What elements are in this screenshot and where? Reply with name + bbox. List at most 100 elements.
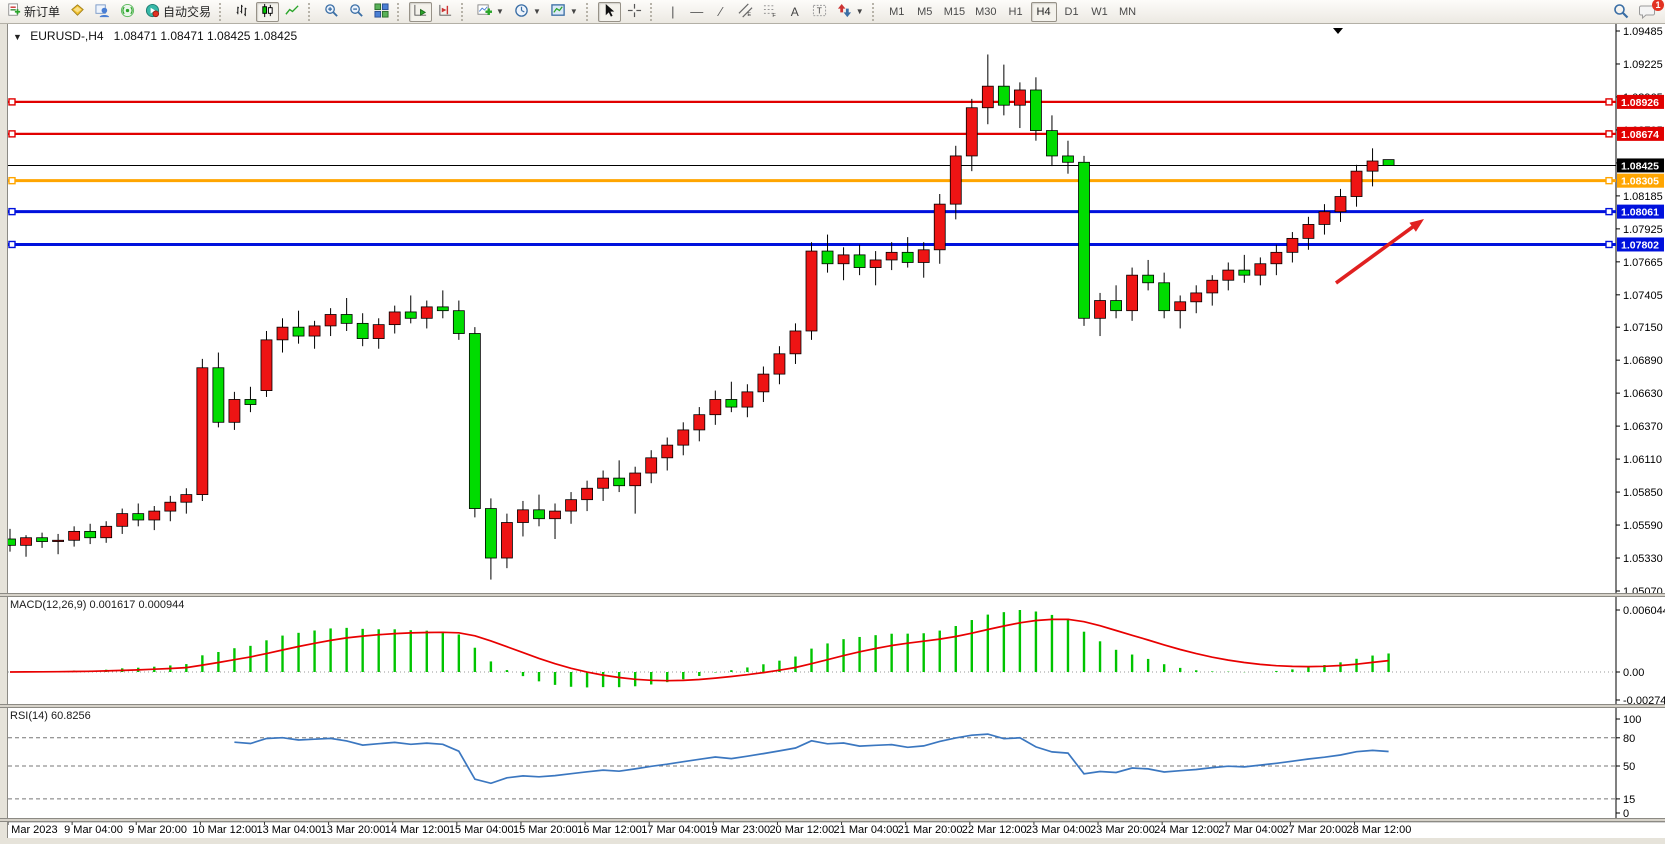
fibonacci-icon: F (763, 3, 778, 21)
candle-down (356, 322, 369, 339)
data-window-button[interactable] (91, 2, 114, 22)
timeframe-m1-button[interactable]: M1 (884, 2, 910, 22)
candle-down (244, 399, 257, 405)
toolbar-separator (397, 2, 405, 21)
new-order-button[interactable]: 新订单 (3, 2, 64, 22)
timeframe-m5-button[interactable]: M5 (912, 2, 938, 22)
candle-up (1350, 170, 1363, 197)
panel-resize-handle[interactable] (0, 593, 1665, 597)
x-axis-label: 27 Mar 04:00 (1218, 824, 1283, 836)
candle-down (132, 513, 145, 521)
timeframe-mn-button[interactable]: MN (1115, 2, 1141, 22)
candle-up (116, 513, 129, 527)
trendline-button[interactable]: ∕ (710, 2, 732, 22)
panel-resize-handle[interactable] (0, 818, 1665, 822)
arrows-icon (837, 3, 852, 21)
text-button[interactable]: A (784, 2, 806, 22)
dropdown-caret-icon: ▼ (855, 7, 864, 16)
candle-down (1382, 159, 1395, 166)
price-tag: 1.08674 (1617, 126, 1664, 141)
horizontal-line-button[interactable]: — (686, 2, 708, 22)
vertical-line-button[interactable]: | (662, 2, 684, 22)
candle-up (965, 107, 978, 157)
ohlc-readout: 1.08471 1.08471 1.08425 1.08425 (113, 29, 298, 43)
notification-badge: 1 (1652, 0, 1664, 11)
candlestick-chart-button[interactable] (256, 1, 280, 22)
bar-chart-button[interactable] (231, 2, 254, 22)
timeframe-w1-button[interactable]: W1 (1087, 2, 1113, 22)
search-button[interactable] (1609, 2, 1633, 22)
line-handle (8, 240, 16, 249)
y-axis-label: 1.05330 (1623, 553, 1663, 565)
equidistant-channel-button[interactable]: E (734, 2, 757, 22)
crosshair-button[interactable] (623, 2, 646, 22)
x-axis-label: 9 Mar 04:00 (64, 824, 123, 836)
candle-down (436, 306, 449, 312)
text-label-button[interactable]: T (808, 2, 831, 22)
text-label-icon: T (812, 3, 827, 21)
annotation-arrow[interactable] (1334, 219, 1424, 285)
timeframe-h4-button[interactable]: H4 (1030, 1, 1057, 22)
dropdown-caret-icon: ▼ (569, 7, 578, 16)
panel-resize-handle[interactable] (0, 704, 1665, 708)
market-watch-button[interactable] (66, 2, 89, 22)
equidistant-channel-icon: E (738, 3, 753, 21)
svg-text:1.08425: 1.08425 (1621, 160, 1659, 172)
y-axis-label: 1.06630 (1623, 388, 1663, 400)
cursor-button[interactable] (597, 1, 621, 22)
chart-menu-triangle-icon[interactable]: ▼ (13, 32, 22, 42)
arrows-button[interactable]: ▼ (833, 2, 868, 22)
signals-button[interactable] (116, 2, 139, 22)
candle-down (533, 509, 545, 520)
rsi-indicator-label: RSI(14) 60.8256 (10, 710, 91, 722)
search-icon (1613, 3, 1629, 22)
price-tag: 1.08305 (1617, 173, 1664, 188)
timeframe-m30-button[interactable]: M30 (971, 2, 1000, 22)
rsi-axis-label: 0 (1623, 808, 1629, 820)
candle-down (901, 251, 914, 263)
zoom-out-button[interactable] (345, 2, 368, 22)
toolbar-separator (308, 2, 316, 21)
x-axis-label: 24 Mar 12:00 (1154, 824, 1219, 836)
x-axis-label: 28 Mar 12:00 (1347, 824, 1412, 836)
svg-text:E: E (747, 12, 751, 18)
candle-down (36, 537, 48, 542)
candle-up (420, 306, 433, 319)
candle-up (645, 457, 658, 474)
line-chart-button[interactable] (281, 2, 304, 22)
zoom-in-button[interactable] (320, 2, 343, 22)
candle-down (1046, 130, 1058, 157)
new-order-label: 新订单 (24, 5, 61, 19)
notifications-button[interactable]: 1 (1635, 0, 1664, 22)
timeframe-m15-button[interactable]: M15 (940, 2, 969, 22)
timeframe-h1-button[interactable]: H1 (1003, 2, 1029, 22)
candle-up (773, 353, 786, 375)
line-handle (1605, 207, 1613, 216)
indicators-button[interactable]: ▼ (473, 2, 508, 22)
y-axis-label: 1.07665 (1623, 257, 1663, 269)
svg-text:1.08305: 1.08305 (1621, 176, 1659, 188)
x-axis-label: 8 Mar 2023 (2, 824, 58, 836)
rsi-axis-label: 50 (1623, 761, 1635, 773)
candle-up (388, 311, 401, 326)
y-axis-label: 1.06110 (1623, 454, 1662, 466)
fibonacci-button[interactable]: F (759, 2, 782, 22)
x-axis-label: 13 Mar 04:00 (256, 824, 321, 836)
candle-up (565, 499, 577, 512)
timeframe-d1-button[interactable]: D1 (1059, 2, 1085, 22)
tile-windows-button[interactable] (370, 2, 393, 22)
periods-button[interactable]: ▼ (510, 2, 545, 22)
chart-shift-button[interactable] (434, 2, 457, 22)
level-lines[interactable] (8, 98, 1616, 249)
candle-up (677, 429, 690, 446)
templates-button[interactable]: ▼ (547, 2, 582, 22)
candle-down (1142, 274, 1155, 284)
rsi-axis-label: 80 (1623, 733, 1635, 745)
autotrading-button[interactable]: 自动交易 (141, 2, 215, 22)
candle-up (597, 477, 610, 489)
cursor-icon (602, 3, 617, 21)
candle-up (1318, 211, 1331, 225)
auto-scroll-button[interactable] (409, 1, 433, 22)
svg-text:F: F (772, 13, 776, 18)
